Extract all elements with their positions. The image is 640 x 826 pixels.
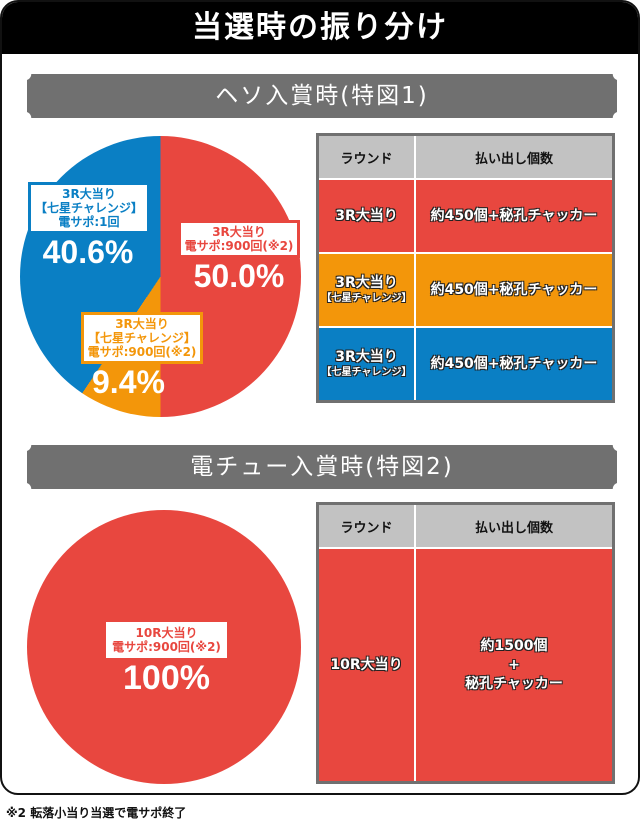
pct-value: 40.6%	[42, 234, 134, 270]
pie-label-10r: 10R大当り 電サポ:900回(※2) 100%	[94, 622, 239, 698]
column-header-round: ラウンド	[319, 136, 416, 178]
table-row: 3R大当り 【七星チャレンジ】 約450個+秘孔チャッカー	[319, 326, 612, 400]
column-header-payout: 払い出し個数	[416, 505, 612, 547]
column-header-payout: 払い出し個数	[416, 136, 612, 178]
payout-table-heso: ラウンド 払い出し個数 3R大当り 約450個+秘孔チャッカー 3R大当り 【七星…	[316, 133, 615, 403]
section-banner-denchu: 電チュー入賞時(特図2)	[25, 445, 617, 489]
page-title: 当選時の振り分け	[2, 2, 638, 54]
table-row: 3R大当り 約450個+秘孔チャッカー	[319, 178, 612, 252]
pct-value: 9.4%	[92, 364, 165, 400]
table-row: 10R大当り 約1500個 + 秘孔チャッカー	[319, 547, 612, 781]
table-row: 3R大当り 【七星チャレンジ】 約450個+秘孔チャッカー	[319, 252, 612, 326]
table-header-row: ラウンド 払い出し個数	[319, 505, 612, 547]
pct-value: 50.0%	[193, 258, 285, 294]
payout-table-denchu: ラウンド 払い出し個数 10R大当り 約1500個 + 秘孔チャッカー	[316, 502, 615, 784]
pie-label-3r-shichisei-900: 3R大当り 【七星チャレンジ】 電サポ:900回(※2) 9.4%	[72, 312, 212, 400]
column-header-round: ラウンド	[319, 505, 416, 547]
footnote: ※2 転落小当り当選で電サポ終了	[6, 806, 187, 820]
pct-value: 100%	[123, 659, 210, 697]
pie-label-3r-900: 3R大当り 電サポ:900回(※2) 50.0%	[174, 220, 304, 294]
section-banner-heso: ヘソ入賞時(特図1)	[25, 74, 617, 118]
distribution-panel: 当選時の振り分け ヘソ入賞時(特図1) 3R大当り 【七星チャレンジ】 電サポ:…	[0, 0, 640, 795]
pie-label-3r-shichisei-1: 3R大当り 【七星チャレンジ】 電サポ:1回 40.6%	[28, 182, 150, 270]
table-header-row: ラウンド 払い出し個数	[319, 136, 612, 178]
